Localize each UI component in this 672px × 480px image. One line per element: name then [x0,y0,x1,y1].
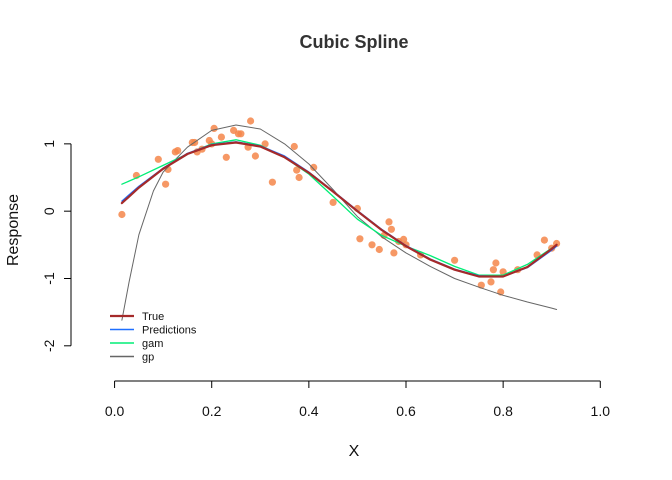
y-tick-label: 1 [41,140,57,148]
x-tick-label: 0.0 [105,403,125,419]
data-point [118,210,126,219]
data-point [540,236,549,244]
data-point [385,218,393,226]
data-point [261,140,269,148]
data-point [451,256,459,264]
x-tick-label: 0.4 [299,403,319,419]
legend-label-gam: gam [142,338,163,350]
x-tick-label: 0.2 [202,403,222,419]
series-line-gp [121,124,558,321]
y-axis: -2 -1 0 1 [41,140,72,352]
data-point [247,117,255,125]
data-point [237,130,245,138]
data-points [118,117,561,296]
data-point [375,245,383,254]
data-point [387,225,395,233]
data-point [329,198,337,206]
legend-label-true: True [142,311,164,323]
series-lines [120,124,558,321]
data-point [293,166,301,174]
data-point [390,249,398,257]
data-point [487,278,495,286]
y-tick-label: 0 [41,207,57,215]
data-point [368,241,376,249]
x-axis: 0.0 0.2 0.4 0.6 0.8 1.0 [105,380,611,419]
series-line-predictions [121,141,558,278]
data-point [268,178,276,186]
legend-label-predictions: Predictions [142,325,197,337]
legend-label-gp: gp [142,352,154,364]
y-tick-label: -2 [41,339,57,352]
data-point [356,235,364,243]
y-axis-label: Response [5,194,22,266]
data-point [162,180,170,188]
x-tick-label: 1.0 [591,403,611,419]
series-line-true [120,141,558,278]
series-line-gam [121,139,558,276]
data-point [492,259,500,267]
x-tick-label: 0.6 [396,403,416,419]
chart-title: Cubic Spline [299,32,408,52]
data-point [295,173,303,182]
x-tick-label: 0.8 [493,403,513,419]
data-point [310,163,318,171]
data-point [400,235,408,243]
data-point [251,152,259,160]
data-point [290,142,298,151]
data-point [154,155,162,163]
data-point [217,133,225,141]
x-axis-label: X [349,443,360,460]
data-point [489,266,497,274]
data-point [222,153,230,161]
y-tick-label: -1 [41,272,57,285]
data-point [174,147,182,155]
